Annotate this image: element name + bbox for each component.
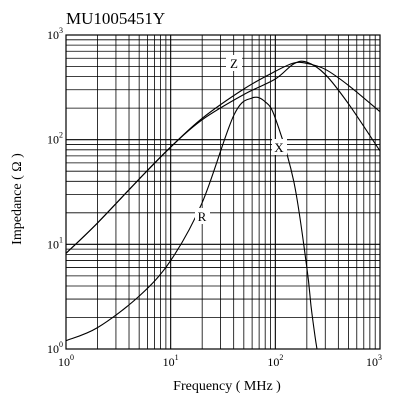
chart-title: MU1005451Y [66,9,165,28]
x-tick-label: 100 [58,353,74,369]
svg-text:R: R [198,209,207,224]
series-line-x [65,60,381,254]
y-tick-label: 100 [47,340,63,356]
y-axis-label: Impedance ( Ω ) [10,153,25,245]
x-tick-label: 102 [267,353,283,369]
curve-label-r: R [195,208,210,224]
series-lines [65,60,381,350]
y-tick-label: 103 [47,26,63,42]
curve-label-z: Z [226,55,242,71]
y-tick-label: 102 [47,131,63,147]
y-tick-label: 101 [47,235,63,251]
svg-text:X: X [274,140,284,155]
svg-text:Z: Z [230,56,238,71]
series-line-z [65,61,381,254]
plot-frame [65,34,381,350]
x-tick-label: 103 [366,353,382,369]
curve-label-x: X [272,139,287,155]
x-axis-label: Frequency ( MHz ) [173,379,281,394]
grid [66,35,380,349]
x-tick-label: 101 [163,353,179,369]
series-line-r [65,96,318,350]
tick-labels: 100 101 102 103 100 101 102 103 [47,26,382,369]
